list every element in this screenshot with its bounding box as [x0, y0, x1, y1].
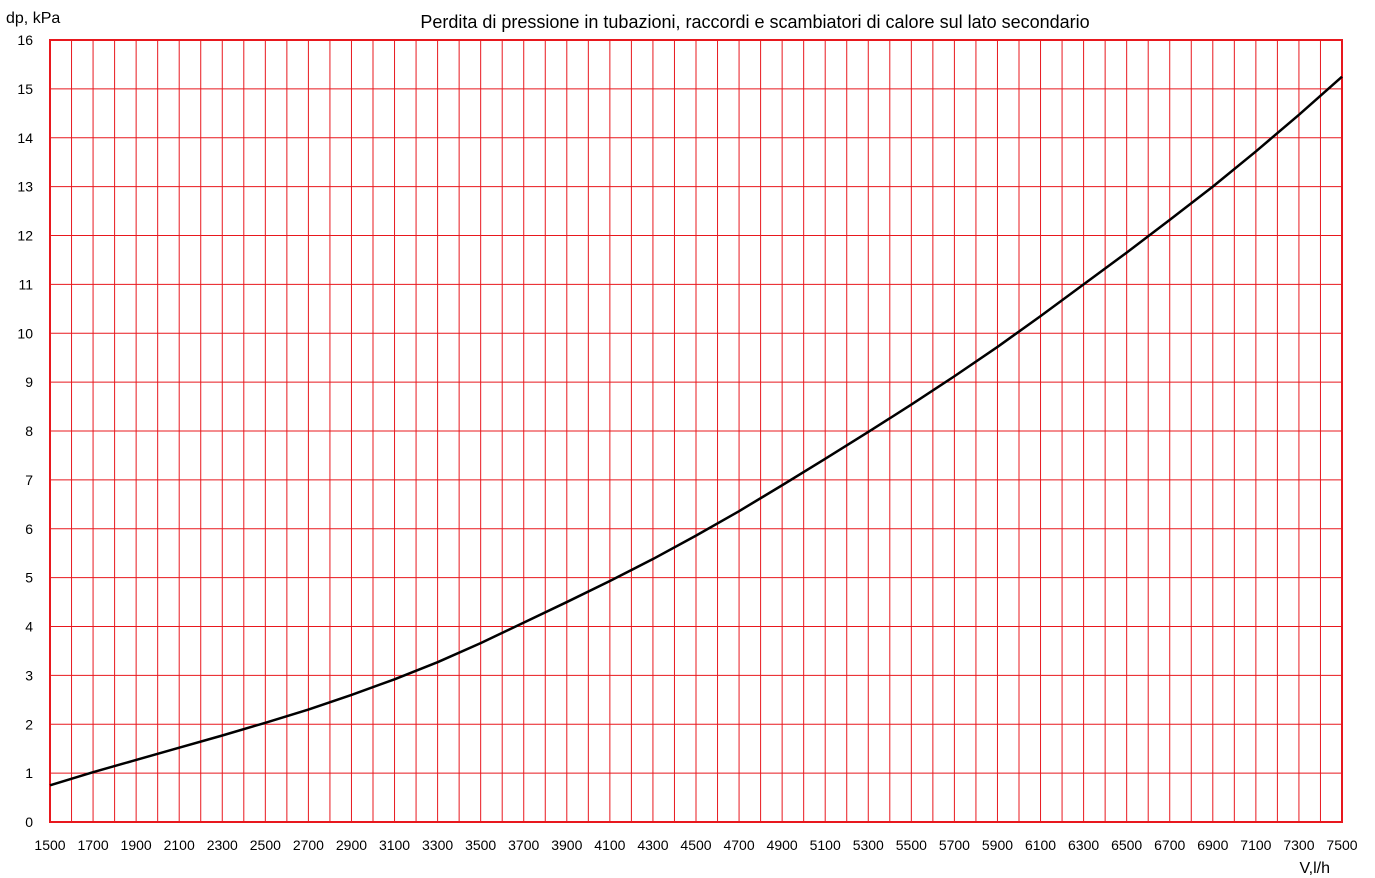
x-tick-label: 3900 [551, 837, 582, 853]
x-tick-label: 3500 [465, 837, 496, 853]
y-tick-label: 6 [25, 521, 33, 537]
x-tick-label: 6900 [1197, 837, 1228, 853]
y-tick-label: 9 [25, 374, 33, 390]
x-tick-label: 5100 [810, 837, 841, 853]
x-tick-label: 3300 [422, 837, 453, 853]
x-tick-label: 4900 [767, 837, 798, 853]
x-tick-label: 4500 [680, 837, 711, 853]
y-tick-label: 16 [17, 32, 33, 48]
plot-frame [49, 39, 1343, 823]
x-tick-label: 7300 [1283, 837, 1314, 853]
series-line [49, 75, 1343, 787]
y-tick-label: 15 [17, 81, 33, 97]
x-tick-label: 3100 [379, 837, 410, 853]
x-tick-label: 2500 [250, 837, 281, 853]
x-tick-label: 2900 [336, 837, 367, 853]
x-tick-label: 6700 [1154, 837, 1185, 853]
y-tick-label: 7 [25, 472, 33, 488]
y-tick-label: 8 [25, 423, 33, 439]
x-tick-label: 7100 [1240, 837, 1271, 853]
x-tick-label: 4300 [637, 837, 668, 853]
y-tick-label: 2 [25, 716, 33, 732]
x-tick-label: 6300 [1068, 837, 1099, 853]
y-tick-label: 11 [18, 276, 33, 292]
x-tick-label: 6500 [1111, 837, 1142, 853]
x-tick-label: 4100 [594, 837, 625, 853]
x-tick-label: 5500 [896, 837, 927, 853]
x-tick-label: 2700 [293, 837, 324, 853]
x-tick-label: 1700 [77, 837, 108, 853]
y-tick-label: 5 [25, 570, 33, 586]
y-axis-label: dp, kPa [6, 10, 60, 27]
y-tick-label: 10 [17, 325, 33, 341]
x-tick-label: 3700 [508, 837, 539, 853]
y-tick-label: 1 [25, 765, 33, 781]
x-axis-ticks: 1500 1700 1900 2100 2300 2500 2700 2900 3100 3300… [34, 837, 1357, 853]
x-tick-label: 1900 [121, 837, 152, 853]
grid [49, 39, 1343, 823]
x-axis-label: V,l/h [1299, 860, 1330, 877]
x-tick-label: 2300 [207, 837, 238, 853]
x-tick-label: 5300 [853, 837, 884, 853]
y-tick-label: 14 [17, 130, 33, 146]
y-tick-label: 0 [25, 814, 33, 830]
y-tick-label: 13 [17, 179, 33, 195]
x-tick-label: 5700 [939, 837, 970, 853]
x-tick-label: 5900 [982, 837, 1013, 853]
x-tick-label: 7500 [1326, 837, 1357, 853]
x-tick-label: 2100 [164, 837, 195, 853]
y-tick-label: 3 [25, 667, 33, 683]
y-tick-label: 4 [25, 619, 33, 635]
x-tick-label: 1500 [34, 837, 65, 853]
x-tick-label: 4700 [723, 837, 754, 853]
x-tick-label: 6100 [1025, 837, 1056, 853]
y-tick-label: 12 [17, 228, 33, 244]
chart-title: Perdita di pressione in tubazioni, racco… [420, 12, 1089, 32]
